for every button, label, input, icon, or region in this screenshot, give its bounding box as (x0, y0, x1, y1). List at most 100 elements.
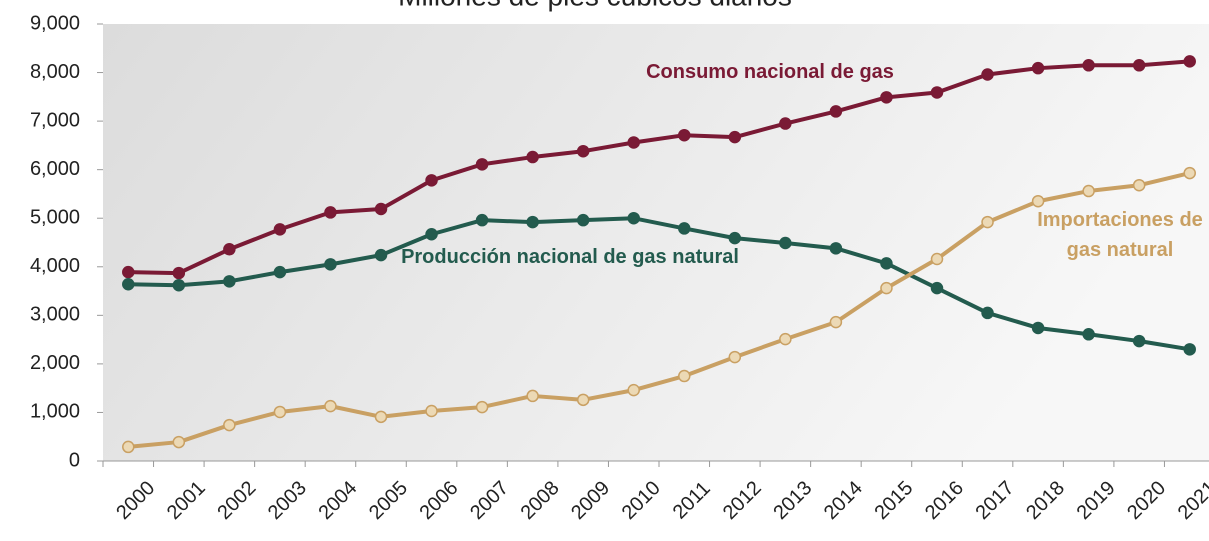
data-point (374, 410, 388, 424)
data-point (779, 236, 792, 250)
data-point (526, 389, 539, 403)
x-tick-label: 2006 (416, 477, 463, 524)
data-point (779, 332, 792, 346)
data-point (223, 418, 236, 432)
x-tick-label: 2009 (567, 477, 614, 524)
data-point (223, 243, 236, 256)
y-tick-label: 7,000 (30, 109, 80, 131)
series-line (128, 171, 1191, 449)
data-point (223, 275, 236, 288)
x-tick-label: 2019 (1073, 477, 1120, 524)
x-tick-label: 2020 (1123, 477, 1170, 524)
data-point (324, 399, 337, 413)
x-tick-label: 2021 (1174, 477, 1209, 524)
series-label: Producción nacional de gas natural (401, 246, 739, 268)
data-point (475, 400, 489, 414)
data-point (526, 150, 539, 164)
data-point (172, 278, 186, 292)
data-point (576, 144, 590, 158)
x-tick-label: 2012 (719, 477, 766, 524)
data-point (122, 265, 135, 279)
x-tick-label: 2014 (820, 477, 867, 524)
plot-background (103, 24, 1209, 461)
data-point (930, 252, 944, 266)
y-tick-label: 1,000 (30, 401, 80, 423)
data-point (1082, 184, 1095, 198)
data-point (1031, 194, 1045, 208)
data-point (122, 278, 135, 291)
data-point (627, 211, 640, 225)
data-point (1183, 55, 1196, 68)
x-tick-label: 2004 (314, 477, 361, 524)
data-point (172, 266, 186, 280)
x-tick-label: 2005 (365, 477, 412, 524)
data-point (1031, 61, 1045, 75)
x-tick-label: 2000 (112, 477, 159, 524)
data-point (576, 393, 590, 407)
data-point (172, 435, 186, 449)
x-tick-label: 2013 (769, 477, 816, 524)
data-point (880, 281, 893, 295)
data-point (425, 404, 438, 418)
data-point (829, 105, 843, 118)
data-point (678, 369, 691, 383)
data-point (728, 350, 742, 364)
x-tick-label: 2015 (870, 477, 917, 524)
data-point (1031, 321, 1045, 335)
data-point (627, 383, 640, 397)
data-point (122, 440, 135, 454)
data-point (627, 136, 640, 149)
series-label: Consumo nacional de gas (646, 61, 894, 83)
data-point (829, 242, 843, 255)
x-tick-label: 2018 (1022, 477, 1069, 524)
data-point (374, 202, 388, 216)
x-tick-label: 2008 (517, 477, 564, 524)
data-point (981, 306, 994, 320)
data-point (981, 68, 994, 81)
data-point (1183, 166, 1196, 180)
data-point (475, 158, 489, 171)
data-point (728, 130, 742, 144)
data-point (880, 91, 893, 104)
x-tick-label: 2007 (466, 477, 513, 524)
data-point (779, 117, 792, 130)
data-point (273, 265, 287, 279)
y-tick-label: 4,000 (30, 255, 80, 277)
data-point (425, 174, 438, 187)
data-point (678, 128, 691, 142)
data-point (1082, 59, 1095, 72)
data-point (273, 223, 287, 236)
data-point (1132, 178, 1146, 192)
data-point (930, 281, 944, 295)
y-tick-label: 9,000 (30, 12, 80, 34)
y-tick-label: 3,000 (30, 304, 80, 326)
series-line (128, 59, 1190, 276)
data-point (1132, 334, 1146, 348)
data-point (678, 222, 691, 235)
x-tick-label: 2017 (972, 477, 1019, 524)
data-point (475, 213, 489, 227)
x-tick-label: 2003 (264, 477, 311, 524)
data-point (981, 215, 994, 229)
y-tick-label: 6,000 (30, 158, 80, 180)
x-tick-label: 2011 (669, 478, 715, 524)
y-tick-label: 2,000 (30, 352, 80, 374)
data-point (1082, 328, 1095, 341)
series-label: Importaciones de gas natural (1037, 209, 1203, 261)
y-tick-label: 8,000 (30, 61, 80, 83)
x-tick-label: 2016 (921, 477, 968, 524)
data-point (374, 248, 388, 262)
chart-title: Millones de pies cúbicos diarios (398, 0, 792, 11)
data-point (425, 227, 438, 241)
data-point (526, 215, 539, 229)
y-tick-label: 5,000 (30, 207, 80, 229)
y-tick-label: 0 (69, 449, 80, 471)
x-tick-label: 2002 (213, 477, 260, 524)
series-line (128, 216, 1191, 352)
data-point (324, 206, 337, 219)
data-point (728, 231, 742, 245)
data-point (880, 257, 893, 270)
data-point (1183, 343, 1196, 356)
